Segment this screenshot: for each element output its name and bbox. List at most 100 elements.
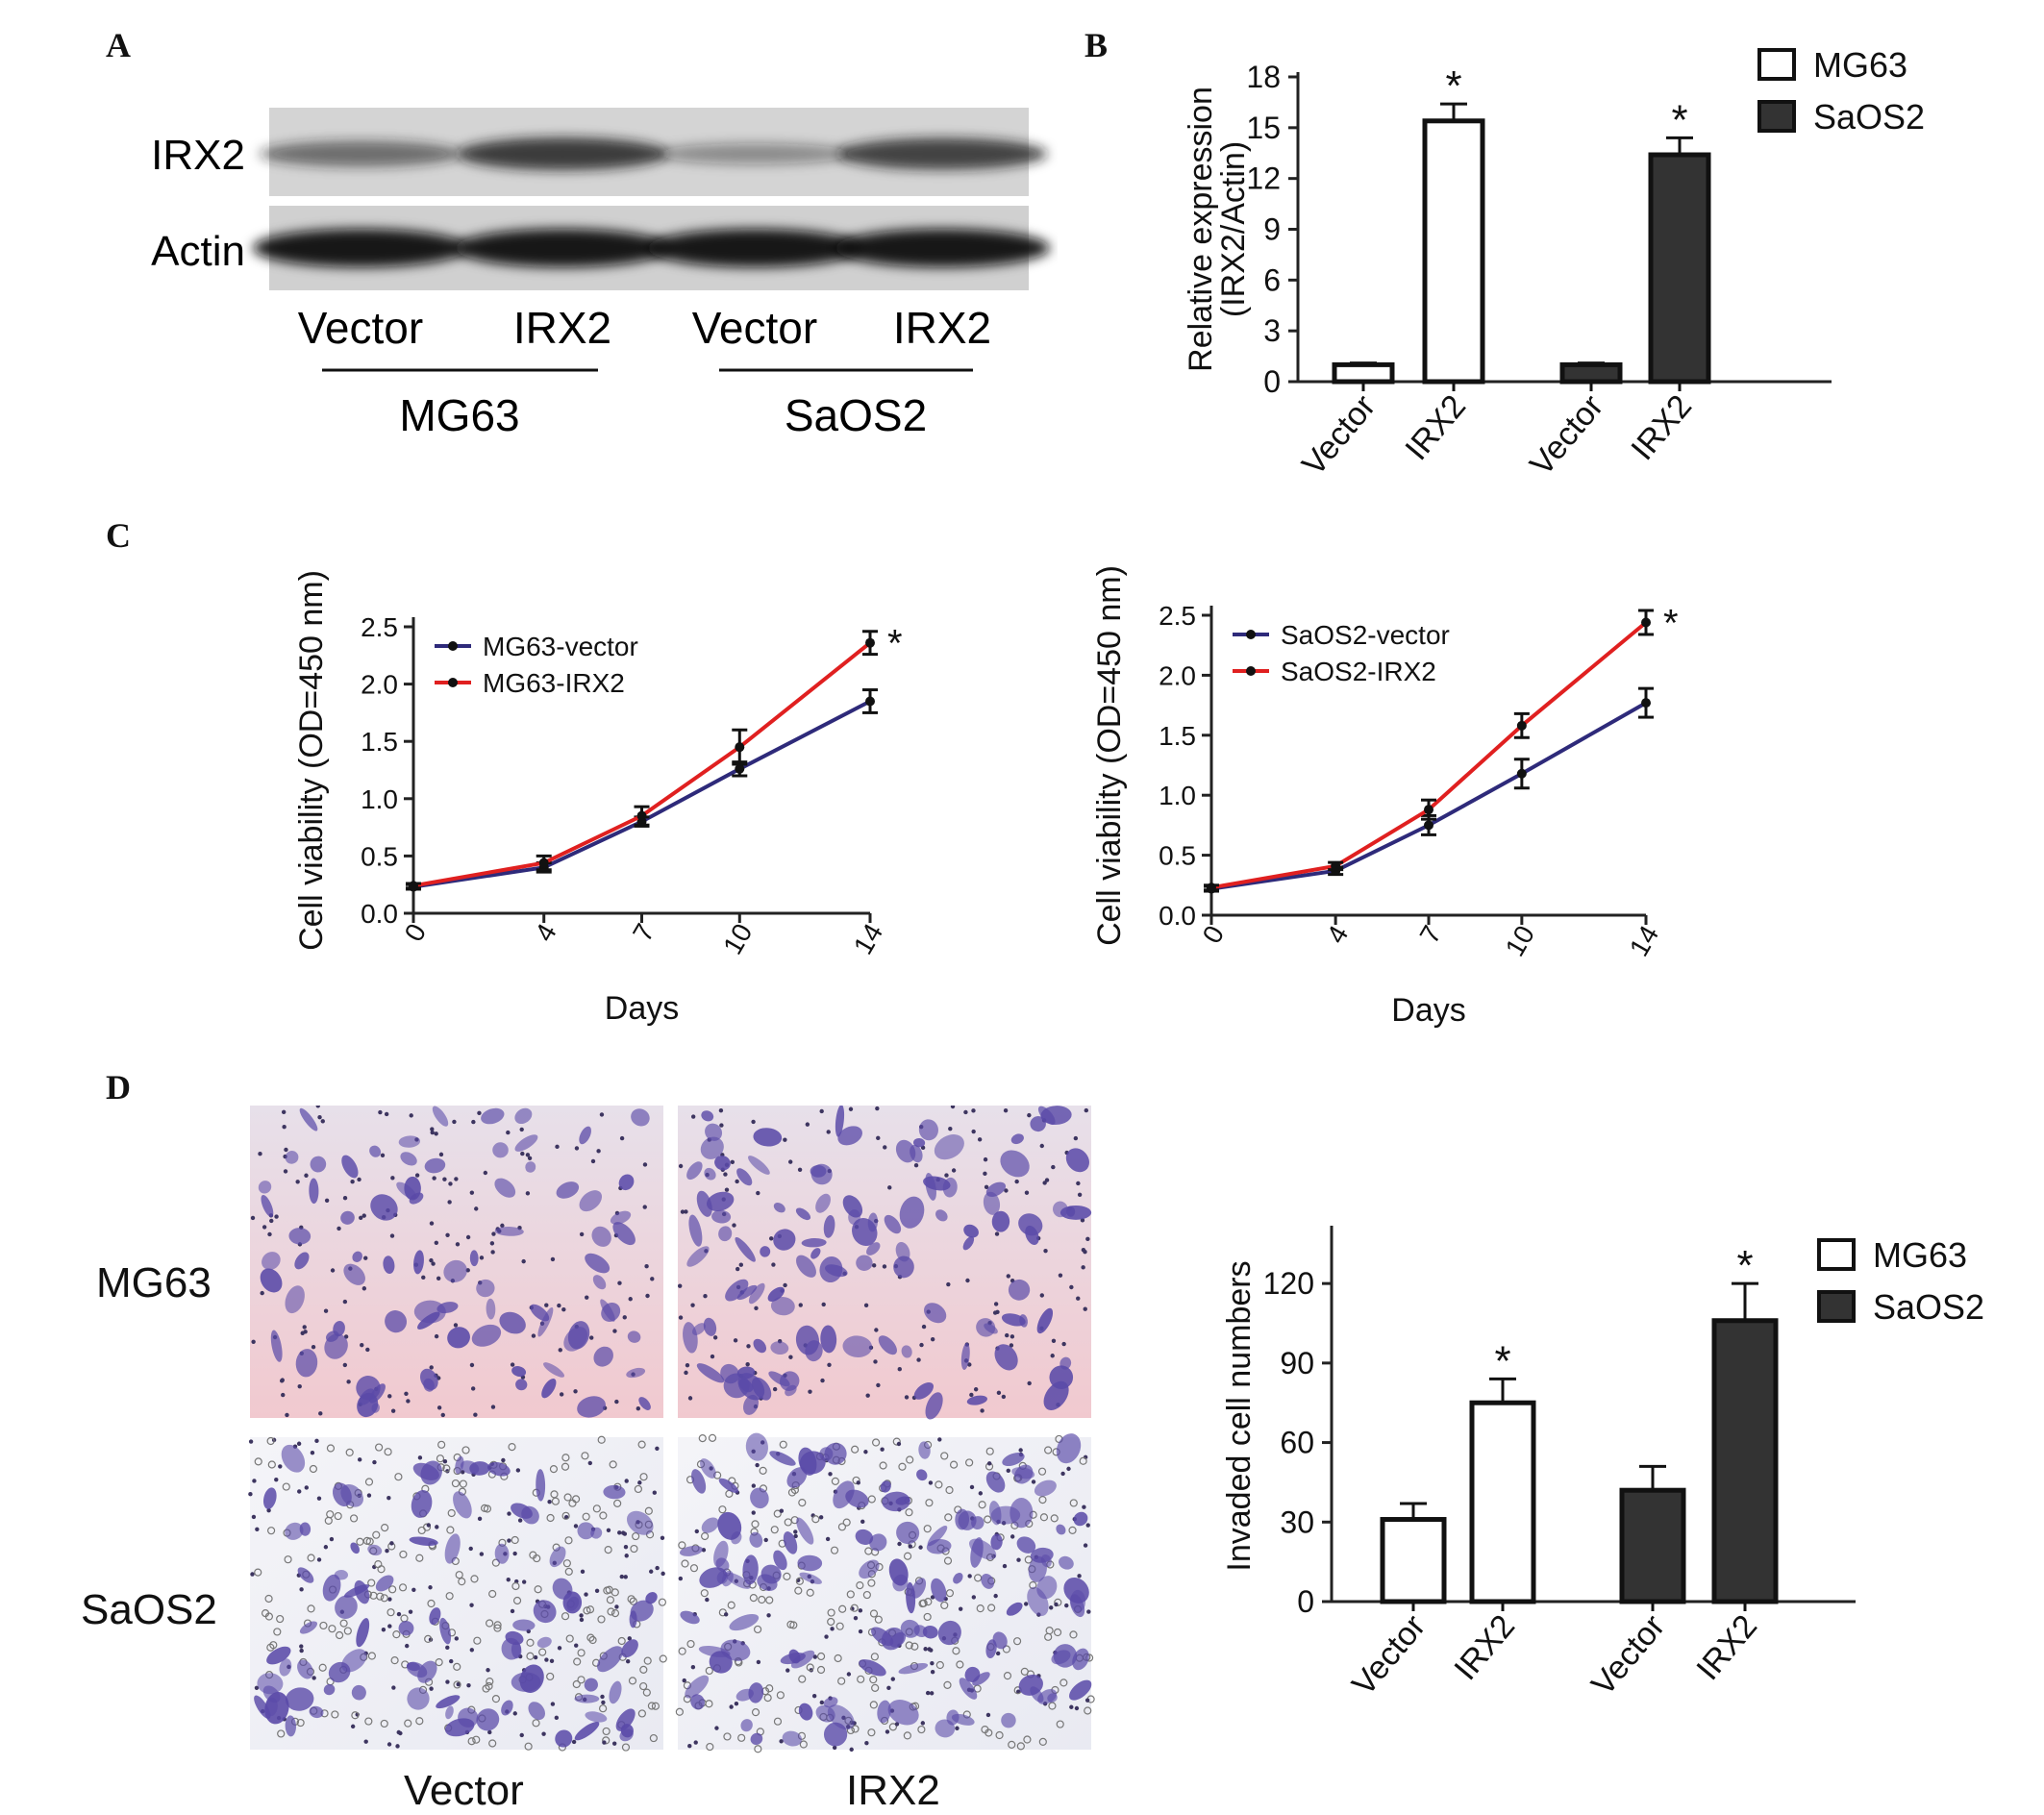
pore <box>773 1717 783 1726</box>
stained-cell <box>898 1662 929 1675</box>
pore <box>363 1256 368 1260</box>
stained-cell <box>322 1574 341 1602</box>
stained-cell <box>701 1110 714 1122</box>
stained-cell <box>574 1694 600 1703</box>
pore <box>850 1604 859 1612</box>
bar <box>1469 1400 1536 1604</box>
pore <box>1018 1448 1023 1453</box>
pore <box>1068 1526 1077 1534</box>
pore <box>1002 1645 1011 1653</box>
pore <box>967 1574 972 1579</box>
stained-cell <box>343 1263 365 1285</box>
pore <box>923 1647 928 1652</box>
stained-cell <box>541 1379 557 1399</box>
pore <box>386 1495 391 1501</box>
pore <box>276 1614 285 1624</box>
pore <box>429 1365 434 1370</box>
y-axis-label: Cell viability (OD=450 nm) <box>1091 565 1128 946</box>
pore <box>451 1479 461 1488</box>
stained-cell <box>423 1378 435 1392</box>
pore <box>1084 1698 1090 1703</box>
stained-cell <box>471 1324 502 1347</box>
pore <box>735 1266 740 1272</box>
pore <box>307 1604 315 1613</box>
pore <box>1053 1628 1062 1637</box>
pore <box>586 1633 595 1642</box>
pore <box>364 1478 374 1486</box>
data-point <box>865 696 875 707</box>
data-point <box>735 763 745 774</box>
pore <box>342 1299 348 1305</box>
pore <box>1064 1603 1069 1608</box>
stained-cell <box>351 1684 366 1701</box>
stained-cell <box>705 1123 723 1141</box>
pore <box>737 1733 746 1742</box>
pore <box>525 1191 531 1196</box>
pore <box>1069 1704 1074 1709</box>
pore <box>945 1485 954 1495</box>
pore <box>995 1651 1001 1656</box>
pore <box>389 1233 395 1238</box>
x-tick-label: 10 <box>1500 921 1540 961</box>
pore <box>985 1712 991 1718</box>
panel-letter-d: D <box>106 1068 131 1106</box>
pore <box>873 1359 878 1364</box>
stained-cell <box>901 1345 912 1358</box>
pore <box>1054 1598 1062 1606</box>
y-tick-label: 1.5 <box>361 727 398 757</box>
pore <box>1076 1181 1081 1186</box>
stained-cell <box>505 1630 524 1646</box>
stained-cell <box>262 1252 281 1271</box>
pore <box>599 1511 608 1520</box>
pore <box>994 1231 1000 1236</box>
stained-cell <box>413 1250 424 1275</box>
blot-row-label-actin: Actin <box>151 228 245 275</box>
pore <box>1058 1273 1063 1278</box>
pore <box>827 1608 835 1617</box>
pore <box>876 1135 881 1141</box>
pore <box>507 1538 511 1543</box>
stained-cell <box>1036 1307 1054 1334</box>
pore <box>678 1647 686 1655</box>
stained-cell <box>645 1592 658 1604</box>
pore <box>367 1652 376 1660</box>
stained-cell <box>585 1253 611 1274</box>
stained-cell <box>718 1478 739 1493</box>
stained-cell <box>279 1658 292 1677</box>
y-tick-label: 2.5 <box>361 612 398 642</box>
stained-cell <box>556 1181 580 1199</box>
pore <box>267 1527 276 1535</box>
pore <box>323 1308 329 1313</box>
stained-cell <box>476 1279 495 1298</box>
micrograph-col-label-vector: Vector <box>404 1767 524 1814</box>
pore <box>858 1608 863 1613</box>
x-tick-label: 0 <box>399 919 433 947</box>
pore <box>1049 1605 1054 1610</box>
stained-cell <box>922 1626 938 1639</box>
pore <box>511 1581 520 1591</box>
pore <box>659 1654 667 1663</box>
stained-cell <box>618 1174 635 1191</box>
stained-cell <box>486 1298 496 1320</box>
stained-cell <box>824 1442 847 1465</box>
pore <box>532 1719 540 1728</box>
stained-cell <box>880 1480 891 1493</box>
pore <box>299 1648 304 1653</box>
pore <box>378 1109 383 1115</box>
y-tick-label: 1.0 <box>361 784 398 814</box>
pore <box>1083 1306 1087 1311</box>
pore <box>429 1221 435 1226</box>
pore <box>993 1302 999 1306</box>
x-tick-label: 10 <box>717 919 758 959</box>
pore <box>906 1455 914 1464</box>
pore <box>643 1656 652 1665</box>
pore <box>686 1639 695 1649</box>
stained-cell <box>1056 1433 1082 1464</box>
x-tick-label: IRX2 <box>1689 1608 1764 1687</box>
stained-cell <box>443 1259 467 1283</box>
pore <box>597 1615 606 1624</box>
pore <box>793 1533 798 1539</box>
pore <box>565 1634 574 1643</box>
pore <box>956 1660 964 1669</box>
pore <box>819 1700 825 1705</box>
